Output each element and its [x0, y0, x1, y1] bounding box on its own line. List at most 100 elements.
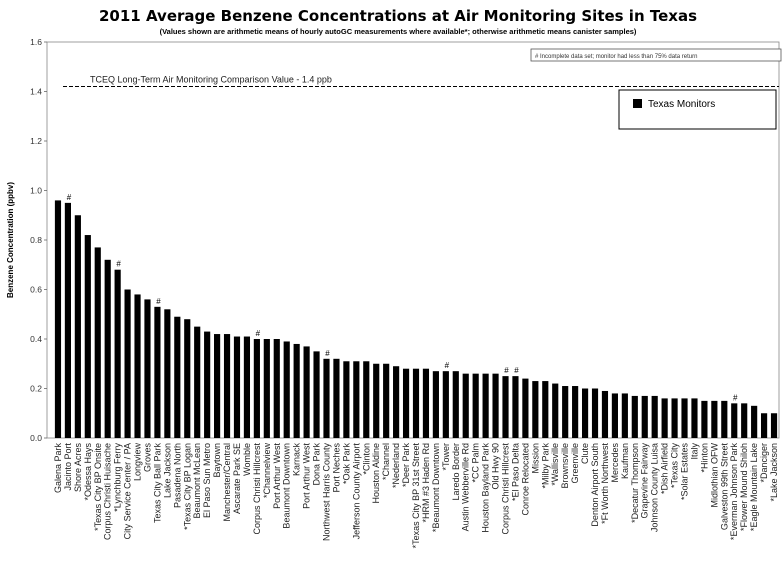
bar [134, 294, 141, 438]
category-label: *CC Palm [471, 443, 481, 483]
category-label: *HRM #3 Haden Rd [421, 443, 431, 523]
category-label: *Eagle Mountain Lake [749, 443, 759, 531]
bar [412, 368, 420, 438]
category-label: Laredo Border [451, 443, 461, 501]
category-label: *Beaumont Downtown [431, 443, 441, 532]
category-label: Corpus Christi Huisache [103, 443, 113, 540]
bar [492, 373, 499, 438]
bar [263, 339, 270, 438]
category-label: *Nederland [391, 443, 401, 488]
category-label: Grapevine Fairway [640, 443, 650, 519]
category-label: Johnson County Luisa [650, 443, 660, 532]
bar [353, 361, 360, 438]
y-tick-label: 1.0 [30, 186, 42, 196]
y-tick-label: 0.2 [30, 384, 42, 394]
category-label: Galveston 99th Street [719, 443, 729, 531]
category-label: Houston Aldine [371, 443, 381, 504]
category-label: *Milby Park [540, 443, 550, 489]
bar [323, 358, 330, 438]
incomplete-marks: # # # # # # # # # [67, 193, 738, 402]
category-label: *Solar Estates [680, 443, 690, 501]
chart-title: 2011 Average Benzene Concentrations at A… [99, 7, 697, 25]
category-label: *Flower Mound Shiloh [739, 443, 749, 531]
bar [164, 309, 171, 438]
bar [631, 395, 638, 438]
category-label: Northwest Harris County [321, 443, 331, 542]
category-label: Mercedes [610, 443, 620, 483]
bar [462, 373, 469, 438]
bar [512, 376, 519, 438]
category-label: *Texas City BP 31st Street [411, 443, 421, 549]
category-label: Conroe Relocated [520, 443, 530, 516]
incomplete-marker: # [156, 297, 161, 306]
bar [154, 306, 161, 438]
y-tick-label: 0.8 [30, 235, 42, 245]
bar [591, 388, 599, 438]
category-label: *Ft Worth Northwest [600, 443, 610, 524]
note-box [530, 48, 782, 62]
bar [233, 336, 241, 438]
incomplete-marker: # [256, 329, 261, 338]
bar [54, 200, 62, 438]
bar [482, 373, 489, 438]
category-label: *Danciger [759, 443, 769, 483]
category-label: Houston Bayland Park [481, 443, 491, 533]
category-label: Port Arthur West [302, 443, 312, 509]
category-label: *Dish Airfield [660, 443, 670, 494]
incomplete-data-note: # Incomplete data set; monitor had less … [535, 54, 697, 60]
category-label: Italy [689, 443, 699, 460]
bar [223, 334, 231, 438]
bar [442, 371, 449, 438]
category-label: *Deer Park [401, 443, 411, 488]
incomplete-marker: # [504, 366, 509, 375]
category-label: *Oak Park [341, 443, 351, 485]
category-label: *Lake Jackson [769, 443, 779, 502]
category-label: Clute [580, 443, 590, 464]
category-label: Ascarate Park SE [232, 443, 242, 514]
bar [601, 390, 609, 438]
category-label: *Decatur Thompson [630, 443, 640, 523]
category-label: Karnack [292, 443, 302, 477]
category-label: Beaumont McLean [192, 443, 202, 519]
bar [184, 319, 191, 438]
bar [303, 346, 310, 438]
category-label: Beaumont Downtown [282, 443, 292, 529]
y-tick-label: 1.4 [30, 87, 42, 97]
category-label: *Clinton [361, 443, 371, 475]
category-label: Baytown [212, 443, 222, 478]
bar [393, 366, 400, 438]
incomplete-marker: # [325, 349, 330, 358]
bar [114, 269, 121, 438]
bar [293, 343, 300, 438]
category-label: Old Hwy 90 [491, 443, 501, 490]
incomplete-marker: # [116, 260, 121, 269]
bar [522, 378, 529, 438]
bar [64, 202, 72, 438]
bar [611, 393, 618, 438]
category-label: Longview [133, 443, 143, 482]
bar [204, 331, 211, 438]
bar [661, 398, 668, 438]
incomplete-marker: # [514, 366, 519, 375]
category-label: *Wallisville [550, 443, 560, 486]
category-label: Austin Webberville Rd [461, 443, 471, 531]
bar [562, 386, 569, 438]
bar [711, 400, 718, 438]
bar [402, 368, 410, 438]
y-axis-label: Benzene Concentration (ppbv) [6, 182, 15, 298]
bar [283, 341, 290, 438]
category-label: Mission [530, 443, 540, 474]
category-label: Womble [242, 443, 252, 476]
category-label: Galena Park [53, 443, 63, 494]
bar [104, 259, 111, 438]
bar [532, 381, 539, 438]
category-label: Kaufman [620, 443, 630, 479]
bar [681, 398, 688, 438]
incomplete-marker: # [445, 361, 450, 370]
bar [552, 383, 559, 438]
bar [572, 386, 579, 438]
bar [124, 289, 131, 438]
bar [84, 235, 91, 438]
category-label: Corpus Christi Hillcrest [252, 443, 262, 535]
